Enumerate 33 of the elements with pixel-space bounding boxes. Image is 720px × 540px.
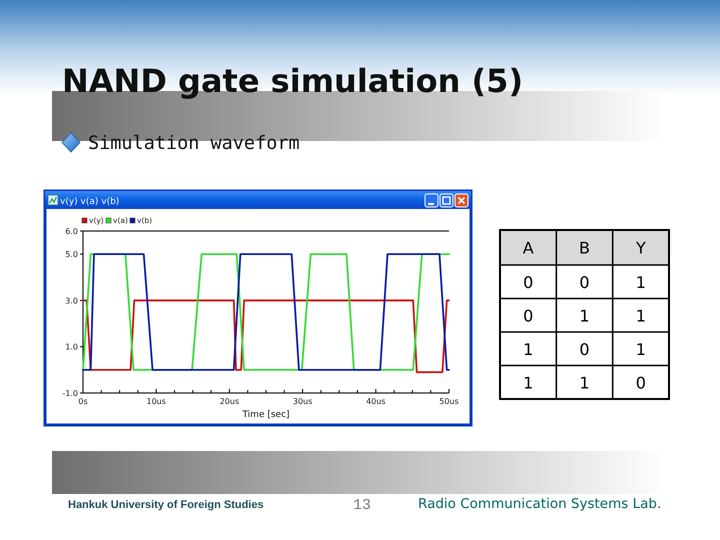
y-tick-label: 5.0 [65,250,78,260]
text: v(y) v(a) v(b) [60,197,120,207]
x-tick-label: 10us [146,397,166,406]
text: 13 [352,497,372,514]
y-tick-label: 1.0 [65,342,78,352]
text: 1 [579,373,590,392]
x-tick-label: 40us [366,397,386,406]
text: 1 [523,340,534,359]
x-tick-label: 20us [220,397,240,406]
chart-subtitle: Simulation waveform [88,133,300,154]
y-tick-label: -1.0 [62,389,78,398]
text: 0 [523,272,534,292]
x-tick-label: 0s [78,397,88,406]
text: 0 [636,373,646,392]
chart-title: NAND gate simulation (5) [62,62,524,100]
y-tick-label: 3.0 [65,296,78,306]
text: 1 [636,306,646,326]
x-tick-label: 30us [292,397,312,406]
category-label: Y [634,238,646,258]
text: 1 [523,373,534,392]
text: 1 [579,306,590,326]
text: 0 [579,340,590,359]
text: Radio Communication Systems Lab. [418,496,662,512]
x-tick-label: 50us [439,397,459,406]
text: Hankuk University of Foreign Studies [68,499,264,511]
x-axis-title: Time [sec] [241,410,290,420]
text: 0 [523,306,534,326]
category-label: B [579,238,590,258]
text: 1 [636,272,646,292]
y-tick-label: 6.0 [65,227,78,236]
category-label: A [522,238,534,258]
text: 1 [636,340,646,359]
text: 0 [579,272,590,292]
